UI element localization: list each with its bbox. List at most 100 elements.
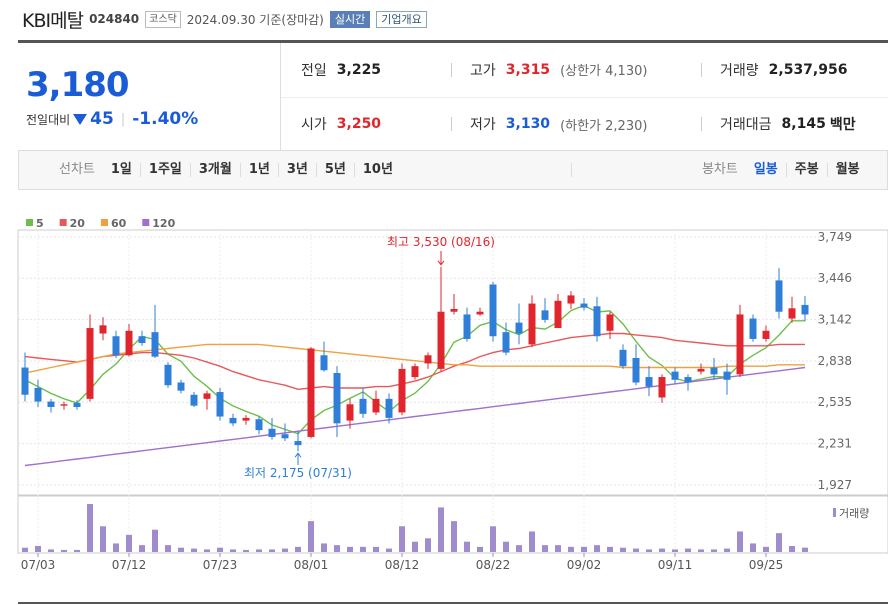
moving-average-line bbox=[24, 366, 806, 467]
legend-label: 5 bbox=[36, 217, 44, 230]
y-tick-label: 3,749 bbox=[818, 230, 852, 244]
y-tick-label: 1,927 bbox=[818, 478, 852, 492]
separator bbox=[701, 62, 702, 77]
volume-bar bbox=[321, 543, 327, 552]
quote-cell: 거래대금 8,145 백만 bbox=[701, 114, 871, 134]
stock-code: 024840 bbox=[89, 12, 140, 26]
legend-swatch bbox=[142, 219, 150, 226]
candle-body bbox=[749, 318, 757, 339]
candle-body bbox=[437, 311, 445, 369]
candle-body bbox=[125, 330, 133, 356]
x-tick-label: 08/22 bbox=[476, 558, 511, 572]
tab[interactable]: 5년 bbox=[315, 163, 354, 177]
volume-bar bbox=[698, 549, 704, 552]
quote-label: 저가 bbox=[470, 117, 496, 134]
candle-body bbox=[528, 303, 536, 345]
candle-body bbox=[762, 330, 770, 339]
volume-bar bbox=[256, 549, 262, 552]
volume-bar bbox=[61, 549, 67, 552]
candle-body bbox=[489, 284, 497, 337]
candle-body bbox=[242, 417, 250, 421]
tab[interactable]: 1주일 bbox=[139, 163, 190, 177]
volume-bar bbox=[724, 548, 730, 552]
high-arrow bbox=[437, 251, 445, 266]
candle-body bbox=[450, 309, 458, 312]
candle-body bbox=[645, 377, 653, 387]
volume-bar bbox=[568, 546, 574, 552]
volume-bar bbox=[620, 547, 626, 552]
quote-label: 거래량 bbox=[720, 62, 759, 79]
candle-body bbox=[671, 371, 679, 380]
tab[interactable]: 10년 bbox=[353, 163, 401, 177]
moving-average-line bbox=[24, 332, 805, 391]
candle-body bbox=[255, 419, 263, 431]
realtime-button[interactable]: 실시간 bbox=[329, 10, 371, 28]
legend-swatch bbox=[100, 219, 108, 226]
volume-bar bbox=[438, 507, 444, 552]
legend-swatch bbox=[26, 219, 33, 226]
x-tick-label: 09/02 bbox=[567, 558, 602, 572]
candle-body bbox=[86, 328, 94, 399]
quote-row: 전일 3,225 고가 3,315 (상한가 4,130) 거래량 2,537,956 bbox=[281, 43, 888, 98]
volume-bar bbox=[516, 545, 522, 552]
candle-body bbox=[177, 382, 185, 391]
volume-bar bbox=[672, 549, 678, 552]
legend-label: 20 bbox=[70, 217, 86, 230]
volume-bar bbox=[763, 546, 769, 552]
tab-active[interactable]: 일봉 bbox=[753, 162, 778, 177]
volume-bar bbox=[711, 549, 717, 552]
quote-label: 고가 bbox=[470, 62, 496, 79]
tab[interactable]: 1년 bbox=[239, 163, 278, 177]
candle-body bbox=[190, 394, 198, 406]
volume-bar bbox=[217, 547, 223, 552]
candle-body bbox=[34, 387, 42, 402]
volume-bar bbox=[542, 545, 548, 552]
market: 코스닥 bbox=[145, 10, 181, 28]
volume-legend-label: 거래량 bbox=[839, 507, 869, 520]
tab[interactable]: 월봉 bbox=[826, 163, 868, 177]
low-annotation: 최저 2,175 (07/31) bbox=[244, 466, 352, 480]
stock-name: KBI메탈 bbox=[22, 9, 84, 32]
x-tick-label: 09/25 bbox=[749, 558, 784, 572]
volume-bar bbox=[308, 521, 314, 552]
candle-body bbox=[281, 434, 289, 439]
tab[interactable]: 3년 bbox=[277, 163, 316, 177]
y-tick-label: 3,142 bbox=[818, 313, 852, 327]
candle-body bbox=[593, 306, 601, 337]
volume-bar bbox=[425, 538, 431, 552]
candle-body bbox=[424, 355, 432, 364]
change-rate: -1.40% bbox=[132, 109, 199, 129]
x-tick-label: 07/12 bbox=[112, 558, 147, 572]
quote-value: 3,250 bbox=[336, 116, 382, 133]
quote-cell: 저가 3,130 (하한가 2,230) bbox=[451, 114, 701, 134]
quote-summary: 3,180 전일대비 45 | -1.40% 전일 3,225 고가 3,315 (상한… bbox=[18, 40, 888, 152]
company-info-button[interactable]: 기업개요 bbox=[376, 10, 427, 28]
volume-bar bbox=[243, 549, 249, 552]
candle-body bbox=[372, 398, 380, 413]
high-annotation: 최고 3,530 (08/16) bbox=[387, 235, 495, 249]
tab[interactable]: 3개월 bbox=[189, 163, 240, 177]
volume-bar bbox=[503, 541, 509, 552]
volume-bar bbox=[269, 549, 275, 552]
tab[interactable]: 1일 bbox=[110, 162, 132, 177]
candle-body bbox=[229, 417, 237, 424]
candle-body bbox=[112, 336, 120, 356]
quote-label: 시가 bbox=[301, 117, 327, 134]
y-tick-label: 2,535 bbox=[818, 395, 852, 409]
candle-body bbox=[21, 367, 29, 395]
tab-group-label: 봉차트 bbox=[570, 163, 746, 177]
candle-body bbox=[684, 377, 692, 383]
volume-bar bbox=[607, 546, 613, 552]
volume-bar bbox=[230, 549, 236, 552]
candle-body bbox=[788, 308, 796, 319]
candle-body bbox=[203, 393, 211, 399]
volume-bar bbox=[750, 543, 756, 552]
candle-body bbox=[502, 332, 510, 353]
tab[interactable]: 주봉 bbox=[785, 163, 827, 177]
price-box: 3,180 전일대비 45 | -1.40% bbox=[18, 43, 281, 151]
separator bbox=[451, 62, 452, 77]
candle-body bbox=[736, 314, 744, 375]
volume-bar bbox=[373, 546, 379, 552]
price-panel bbox=[17, 229, 888, 496]
moving-average-line bbox=[24, 304, 805, 435]
